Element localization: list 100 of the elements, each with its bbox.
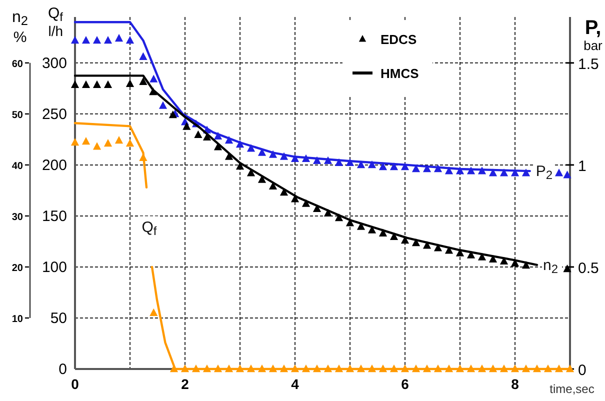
- y3-tick-label: 30: [12, 212, 24, 223]
- point: [444, 246, 454, 254]
- y2-tick-label: 1: [578, 158, 586, 175]
- legend-label: HMCS: [380, 66, 420, 81]
- point: [554, 364, 564, 372]
- point: [566, 364, 574, 372]
- point: [544, 364, 552, 372]
- x-tick-label: 4: [291, 376, 300, 392]
- point: [258, 364, 266, 372]
- point: [356, 222, 366, 230]
- point: [334, 364, 344, 372]
- point: [150, 308, 158, 316]
- point: [280, 364, 288, 372]
- y3-tick-label: 40: [12, 160, 24, 172]
- point: [324, 364, 332, 372]
- point: [356, 364, 366, 372]
- point: [368, 364, 376, 372]
- y2-tick-label: 0.5: [578, 260, 599, 277]
- point: [92, 142, 102, 150]
- point: [378, 228, 388, 236]
- y3-tick-label: 50: [12, 110, 24, 121]
- point: [500, 256, 508, 265]
- point: [180, 364, 190, 372]
- point: [126, 139, 134, 147]
- point: [258, 148, 266, 156]
- point: [92, 36, 102, 44]
- point: [302, 154, 310, 162]
- point: [70, 36, 80, 44]
- point: [346, 158, 354, 166]
- annotation: Q$_{f}$: [142, 219, 158, 238]
- point: [334, 158, 344, 166]
- point: [488, 254, 498, 262]
- point: [368, 226, 376, 234]
- point: [466, 166, 476, 174]
- point: [202, 364, 212, 372]
- point: [488, 168, 498, 176]
- x-tick-label: 8: [511, 376, 520, 392]
- point: [422, 164, 432, 172]
- point: [312, 156, 322, 164]
- point: [522, 364, 530, 372]
- point: [368, 160, 376, 168]
- point: [214, 132, 222, 140]
- point: [236, 364, 244, 372]
- point: [214, 364, 222, 372]
- point: [444, 364, 454, 372]
- point: [346, 364, 354, 372]
- point: [500, 364, 508, 372]
- point: [290, 154, 300, 162]
- point: [70, 138, 80, 146]
- point: [104, 139, 112, 147]
- annotation: n$_{2}$: [543, 256, 558, 276]
- y-tick-label: 200: [42, 156, 67, 174]
- point: [224, 136, 234, 144]
- point: [182, 122, 191, 130]
- y-tick-label: 250: [42, 106, 67, 123]
- legend-label: EDCS: [380, 32, 417, 47]
- point: [246, 364, 256, 372]
- point: [324, 156, 332, 164]
- point: [554, 168, 564, 176]
- y3-tick-label: 60: [12, 58, 24, 70]
- point: [139, 77, 148, 85]
- y3-tick-label: 20: [12, 262, 24, 274]
- point: [290, 364, 300, 372]
- point: [70, 80, 80, 88]
- point: [412, 364, 420, 372]
- point: [126, 79, 134, 87]
- point: [488, 364, 498, 372]
- point: [168, 110, 177, 118]
- y2-axis-title: P, bar: [584, 17, 604, 53]
- y3-axis-title: n$_{2}$ %: [12, 9, 28, 46]
- point: [114, 34, 124, 42]
- point: [378, 364, 388, 372]
- point: [456, 166, 464, 174]
- point: [500, 168, 508, 176]
- point: [82, 136, 90, 145]
- point: [390, 364, 398, 372]
- y-tick-label: 100: [42, 258, 67, 276]
- point: [510, 168, 520, 176]
- y2-tick-label: 1.5: [578, 56, 599, 73]
- point: [246, 144, 256, 152]
- point: [224, 364, 234, 372]
- y-tick-label: 150: [42, 208, 67, 225]
- x-axis-title: time,sec: [550, 382, 594, 396]
- point: [302, 364, 310, 372]
- point: [522, 168, 530, 176]
- point: [114, 136, 124, 144]
- point: [466, 250, 476, 258]
- point: [422, 364, 432, 372]
- point: [82, 80, 90, 88]
- y-tick-label: 50: [50, 310, 67, 327]
- point: [236, 140, 244, 148]
- point: [192, 364, 200, 372]
- point: [400, 364, 410, 372]
- point: [532, 364, 542, 372]
- point: [280, 152, 288, 160]
- point: [563, 264, 572, 272]
- point: [356, 160, 366, 168]
- point: [126, 36, 134, 44]
- point: [268, 364, 278, 372]
- point: [390, 232, 398, 240]
